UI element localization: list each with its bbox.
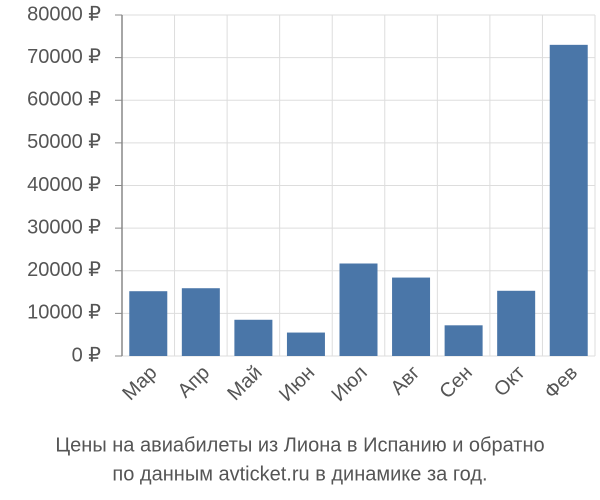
bar: [497, 290, 536, 356]
y-tick-label: 30000 ₽: [27, 216, 101, 238]
y-tick-label: 70000 ₽: [27, 46, 101, 68]
bar: [181, 288, 220, 356]
x-tick-label: Май: [223, 362, 266, 405]
bar: [339, 263, 378, 356]
bar: [549, 44, 588, 357]
y-tick-label: 0 ₽: [72, 344, 102, 366]
y-tick-label: 40000 ₽: [27, 174, 101, 196]
bar: [444, 325, 483, 356]
bar: [234, 319, 273, 356]
chart-subtitle: по данным avticket.ru в динамике за год.: [112, 463, 487, 485]
y-tick-label: 60000 ₽: [27, 89, 101, 111]
x-tick-label: Авг: [387, 362, 425, 400]
x-tick-label: Апр: [174, 362, 215, 403]
x-tick-label: Окт: [490, 362, 529, 401]
bar: [392, 277, 431, 356]
y-tick-label: 50000 ₽: [27, 131, 101, 153]
y-tick-label: 80000 ₽: [27, 3, 101, 25]
x-tick-label: Фев: [540, 362, 582, 404]
x-tick-label: Июл: [327, 362, 371, 406]
x-tick-label: Сен: [435, 362, 476, 403]
chart-title: Цены на авиабилеты из Лиона в Испанию и …: [55, 434, 544, 456]
bar: [286, 332, 325, 356]
y-tick-label: 10000 ₽: [27, 302, 101, 324]
y-tick-label: 20000 ₽: [27, 259, 101, 281]
bar: [129, 291, 168, 356]
x-tick-label: Июн: [275, 362, 319, 406]
x-tick-label: Мар: [118, 362, 161, 405]
